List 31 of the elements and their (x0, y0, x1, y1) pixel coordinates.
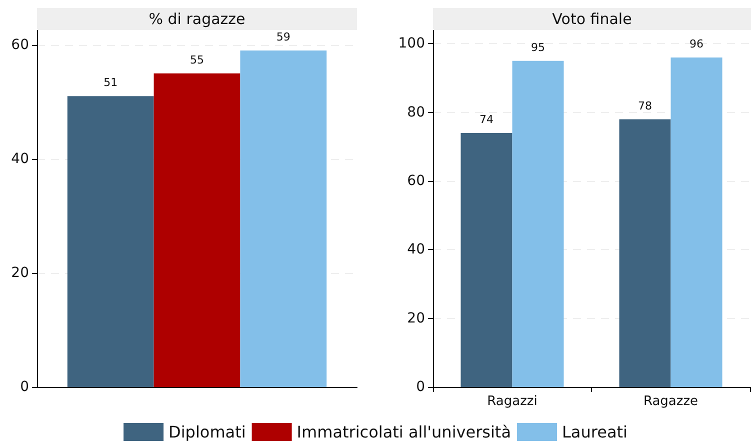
y-tick-label: 20 (11, 264, 29, 281)
chart-title: Voto finale (433, 8, 751, 30)
data-label: 55 (190, 53, 204, 66)
data-label: 95 (531, 40, 546, 54)
y-tick-label: 60 (407, 173, 425, 190)
x-tick-label: Ragazze (643, 394, 698, 409)
bar (460, 132, 512, 387)
legend-label: Immatricolati all'università (296, 422, 512, 442)
legend-label: Laureati (562, 422, 628, 442)
bar (619, 119, 671, 387)
data-label: 78 (638, 99, 652, 112)
y-tick-label: 0 (20, 379, 29, 395)
y-tick-label: 40 (407, 242, 425, 258)
chart-title: % di ragazze (37, 8, 357, 30)
y-tick-label: 100 (398, 36, 425, 52)
y-tick-label: 40 (11, 150, 29, 167)
x-tick-label: Ragazzi (487, 394, 538, 409)
data-label: 96 (690, 37, 704, 50)
bar (512, 60, 564, 387)
y-tick-label: 60 (11, 36, 29, 53)
bar (670, 57, 722, 387)
y-tick-label: 80 (407, 104, 425, 120)
data-label: 51 (104, 76, 118, 90)
y-tick-label: 0 (416, 379, 425, 395)
bar (240, 50, 327, 387)
y-tick-label: 20 (407, 310, 425, 326)
legend-label: Diplomati (168, 422, 246, 442)
bar (67, 96, 154, 387)
data-label: 59 (276, 30, 290, 44)
bar (154, 73, 240, 387)
data-label: 74 (479, 112, 494, 126)
